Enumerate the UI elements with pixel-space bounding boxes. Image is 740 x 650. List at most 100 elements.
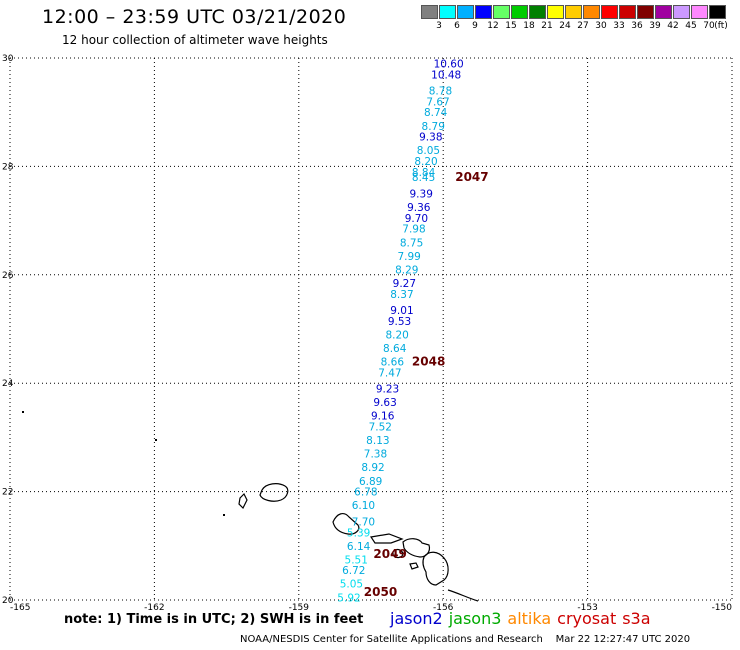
y-tick-label: 24 (2, 379, 14, 389)
legend-swatch (547, 5, 564, 19)
axis-ticks: -165 -162 -159 -156 -153 -150 20 22 24 26 28 30 (2, 54, 732, 613)
wave-height-reading: 8.78 (429, 86, 452, 98)
legend-swatch (493, 5, 510, 19)
wave-height-reading: 9.01 (390, 305, 413, 317)
wave-height-reading: 8.20 (385, 329, 408, 341)
wave-height-reading: 7.67 (426, 96, 449, 108)
wave-height-reading: 9.38 (419, 132, 442, 144)
wave-height-reading: 9.70 (405, 213, 428, 225)
footer-credit: NOAA/NESDIS Center for Satellite Applica… (240, 634, 690, 645)
wave-height-reading: 8.75 (400, 237, 423, 249)
islet (223, 514, 225, 516)
satellite-cryosat: cryosat (557, 609, 617, 628)
y-tick-label: 22 (2, 488, 13, 498)
satellite-jason2: jason2 (390, 609, 443, 628)
x-tick-label: -165 (10, 603, 30, 613)
credit-text: NOAA/NESDIS Center for Satellite Applica… (240, 634, 543, 645)
legend-label: 39 (649, 21, 661, 31)
x-tick-label: -159 (289, 603, 310, 613)
legend-swatch (529, 5, 546, 19)
wave-height-reading: 9.39 (410, 189, 433, 201)
wave-height-reading: 8.13 (366, 435, 389, 447)
footer-note: note: 1) Time is in UTC; 2) SWH is in fe… (64, 612, 364, 627)
legend-label: 6 (454, 21, 460, 31)
legend-unit: (ft) (714, 21, 728, 31)
time-marker-label: 2049 (373, 547, 406, 561)
wave-height-reading: 8.84 (412, 167, 436, 179)
legend-swatch (475, 5, 492, 19)
satellite-legend: jason2 jason3 altika cryosat s3a (390, 609, 657, 628)
y-tick-label: 28 (2, 162, 14, 172)
wave-height-reading: 9.36 (407, 202, 431, 214)
legend-label: 9 (472, 21, 478, 31)
wave-height-reading: 7.52 (369, 422, 392, 434)
wave-height-reading: 6.89 (359, 476, 382, 488)
map-grid (9, 57, 733, 601)
legend-label: 21 (541, 21, 553, 31)
legend-labels: 3 6 9 12 15 18 21 24 27 30 33 36 39 42 45 70 (ft) (421, 21, 728, 33)
wave-height-reading: 7.70 (352, 516, 375, 528)
island-kahoolawe (409, 562, 419, 570)
wave-height-reading: 10.60 (434, 58, 464, 70)
legend-label: 27 (577, 21, 589, 31)
legend-label: 45 (685, 21, 697, 31)
time-marker-label: 2048 (412, 355, 445, 369)
y-tick-label: 20 (2, 596, 14, 606)
island-kauai (259, 483, 289, 502)
y-tick-label: 26 (2, 271, 14, 281)
island-niihau (238, 492, 248, 510)
wave-height-reading: 6.10 (352, 500, 375, 512)
legend-label: 33 (613, 21, 625, 31)
legend-label: 3 (436, 21, 442, 31)
legend-label: 70 (703, 21, 715, 31)
islet (155, 439, 157, 441)
time-markers: 2047 2048 2049 2050 (364, 170, 489, 599)
small-islets (22, 411, 225, 516)
legend-label: 36 (631, 21, 643, 31)
wave-height-reading: 5.39 (347, 527, 370, 539)
island-outlines (238, 483, 479, 602)
legend-swatches (421, 5, 727, 19)
legend-label: 24 (559, 21, 571, 31)
wave-height-reading: 5.92 (337, 592, 360, 604)
page-title: 12:00 – 23:59 UTC 03/21/2020 (42, 6, 347, 28)
satellite-s3a: s3a (622, 609, 651, 628)
wave-height-reading: 10.48 (431, 69, 461, 81)
legend-label: 42 (667, 21, 679, 31)
satellite-jason3: jason3 (448, 609, 502, 628)
time-marker-label: 2047 (455, 170, 488, 184)
wave-height-reading: 8.66 (381, 357, 405, 369)
wave-height-reading: 7.98 (402, 224, 425, 236)
credit-timestamp: Mar 22 12:27:47 UTC 2020 (555, 634, 691, 645)
wave-height-reading: 8.92 (361, 462, 384, 474)
legend-swatch (565, 5, 582, 19)
wave-height-reading: 9.23 (376, 384, 399, 396)
legend-swatch (583, 5, 600, 19)
wave-height-reading: 9.63 (373, 397, 396, 409)
legend-swatch (457, 5, 474, 19)
satellite-altika: altika (507, 609, 552, 628)
wave-height-reading: 9.53 (388, 316, 411, 328)
x-tick-label: -162 (144, 603, 164, 613)
legend-swatch (691, 5, 708, 19)
legend-swatch (511, 5, 528, 19)
wave-height-reading: 7.38 (364, 449, 387, 461)
x-tick-label: -156 (433, 603, 454, 613)
coastline-segment (447, 589, 479, 602)
wave-height-reading: 8.05 (417, 145, 440, 157)
legend-label: 30 (595, 21, 607, 31)
x-tick-label: -150 (712, 603, 733, 613)
island-oahu (332, 512, 360, 535)
time-marker-label: 2050 (364, 585, 397, 599)
page-subtitle: 12 hour collection of altimeter wave hei… (62, 33, 328, 47)
wave-height-reading: 5.51 (345, 554, 368, 566)
wave-height-reading: 7.99 (397, 251, 420, 263)
island-hawaii (422, 551, 449, 586)
legend-label: 15 (505, 21, 517, 31)
legend-swatch (637, 5, 654, 19)
wave-height-reading: 8.37 (390, 289, 413, 301)
legend-label: 12 (487, 21, 499, 31)
wave-height-reading: 7.47 (378, 367, 401, 379)
wave-height-reading: 5.05 (340, 579, 363, 591)
